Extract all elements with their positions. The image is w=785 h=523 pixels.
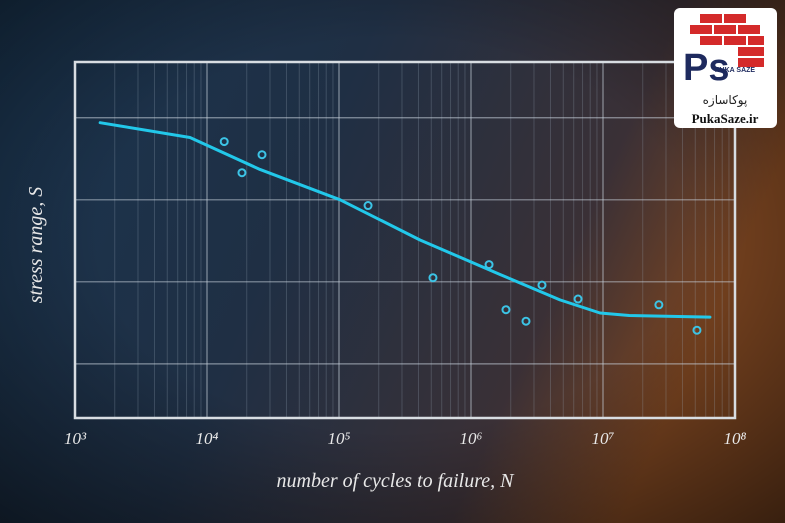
test-point [237,168,247,178]
test-point [537,280,547,290]
test-point [484,260,494,270]
test-point [521,316,531,326]
logo-bricks [690,14,764,67]
test-point [654,300,664,310]
logo-persian: پوکاسازه [703,93,748,108]
test-point [257,150,267,160]
x-tick-label: 10⁷ [592,429,615,448]
logo-tagline: PUKA SAZE [715,67,756,74]
test-point [573,294,583,304]
y-axis-label: stress range, S [25,187,47,303]
test-point [219,137,229,147]
logo: Ps PUKA SAZE پوکاسازه PukaSaze.ir [674,8,777,128]
logo-mark: Ps [683,47,729,89]
test-point [363,201,373,211]
x-tick-label: 10³ [64,429,87,448]
test-point [501,305,511,315]
test-point [428,273,438,283]
plot-frame [73,60,737,420]
x-tick-label: 10⁶ [460,429,483,448]
x-tick-label: 10⁴ [196,429,219,448]
test-point [692,325,702,335]
x-tick-label: 10⁸ [724,429,747,448]
logo-site: PukaSaze.ir [692,111,759,126]
x-axis-label: number of cycles to failure, N [277,470,516,492]
sn-curve [98,121,712,319]
x-tick-label: 10⁵ [328,429,351,448]
